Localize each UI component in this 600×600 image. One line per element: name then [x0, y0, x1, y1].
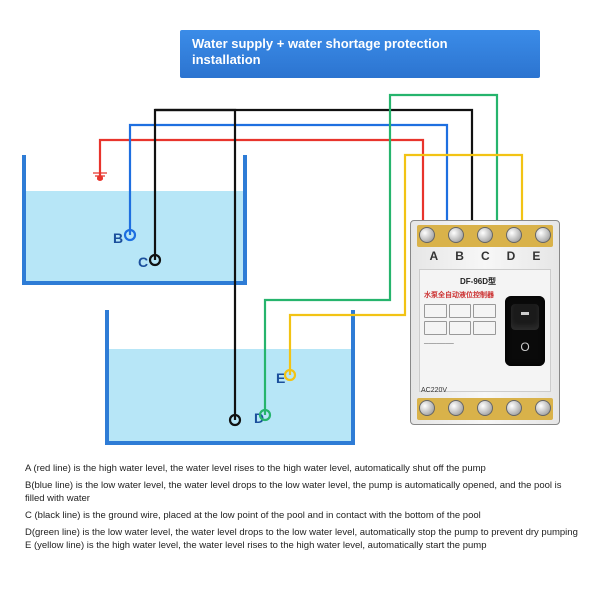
controller-device: A B C D E DF-96D型 水泵全自动液位控制器 ─────── O A…	[410, 220, 560, 425]
terminal-screw	[448, 400, 464, 416]
desc-B: B(blue line) is the low water level, the…	[25, 479, 582, 505]
device-ac-label: AC220V	[421, 387, 447, 394]
terminal-screw	[419, 400, 435, 416]
bottom-tank-water	[109, 349, 351, 441]
bottom-tank	[105, 310, 355, 445]
terminal-screw	[477, 227, 493, 243]
terminal-label-C: C	[481, 249, 490, 263]
probe-label-C: C	[138, 254, 148, 270]
terminal-screw	[448, 227, 464, 243]
top-tank	[22, 155, 247, 285]
bottom-terminal-strip	[417, 398, 553, 420]
terminal-label-B: B	[455, 249, 464, 263]
terminal-label-A: A	[430, 249, 439, 263]
device-label-panel: DF-96D型 水泵全自动液位控制器 ───────	[420, 270, 500, 391]
terminal-label-D: D	[507, 249, 516, 263]
device-model: DF-96D型	[424, 276, 496, 287]
device-cn-title: 水泵全自动液位控制器	[424, 290, 496, 300]
device-faceplate: DF-96D型 水泵全自动液位控制器 ─────── O	[419, 269, 551, 392]
top-tank-water	[26, 191, 243, 281]
terminal-screw	[535, 400, 551, 416]
power-rocker-switch[interactable]: O	[505, 296, 545, 366]
desc-DE: D(green line) is the low water level, th…	[25, 526, 582, 552]
terminal-screw	[506, 400, 522, 416]
desc-A: A (red line) is the high water level, th…	[25, 462, 582, 475]
title-line2: installation	[192, 52, 261, 67]
description-block: A (red line) is the high water level, th…	[25, 458, 582, 556]
title-banner: Water supply + water shortage protection…	[180, 30, 540, 78]
title-line1: Water supply + water shortage protection	[192, 36, 448, 51]
terminal-screw	[477, 400, 493, 416]
probe-label-E: E	[276, 370, 285, 386]
probe-label-D: D	[254, 410, 264, 426]
terminal-label-E: E	[532, 249, 540, 263]
terminal-screw	[535, 227, 551, 243]
terminal-screw	[506, 227, 522, 243]
top-terminal-strip	[417, 225, 553, 247]
terminal-screw	[419, 227, 435, 243]
terminal-label-row: A B C D E	[421, 249, 549, 263]
desc-C: C (black line) is the ground wire, place…	[25, 509, 582, 522]
probe-label-B: B	[113, 230, 123, 246]
